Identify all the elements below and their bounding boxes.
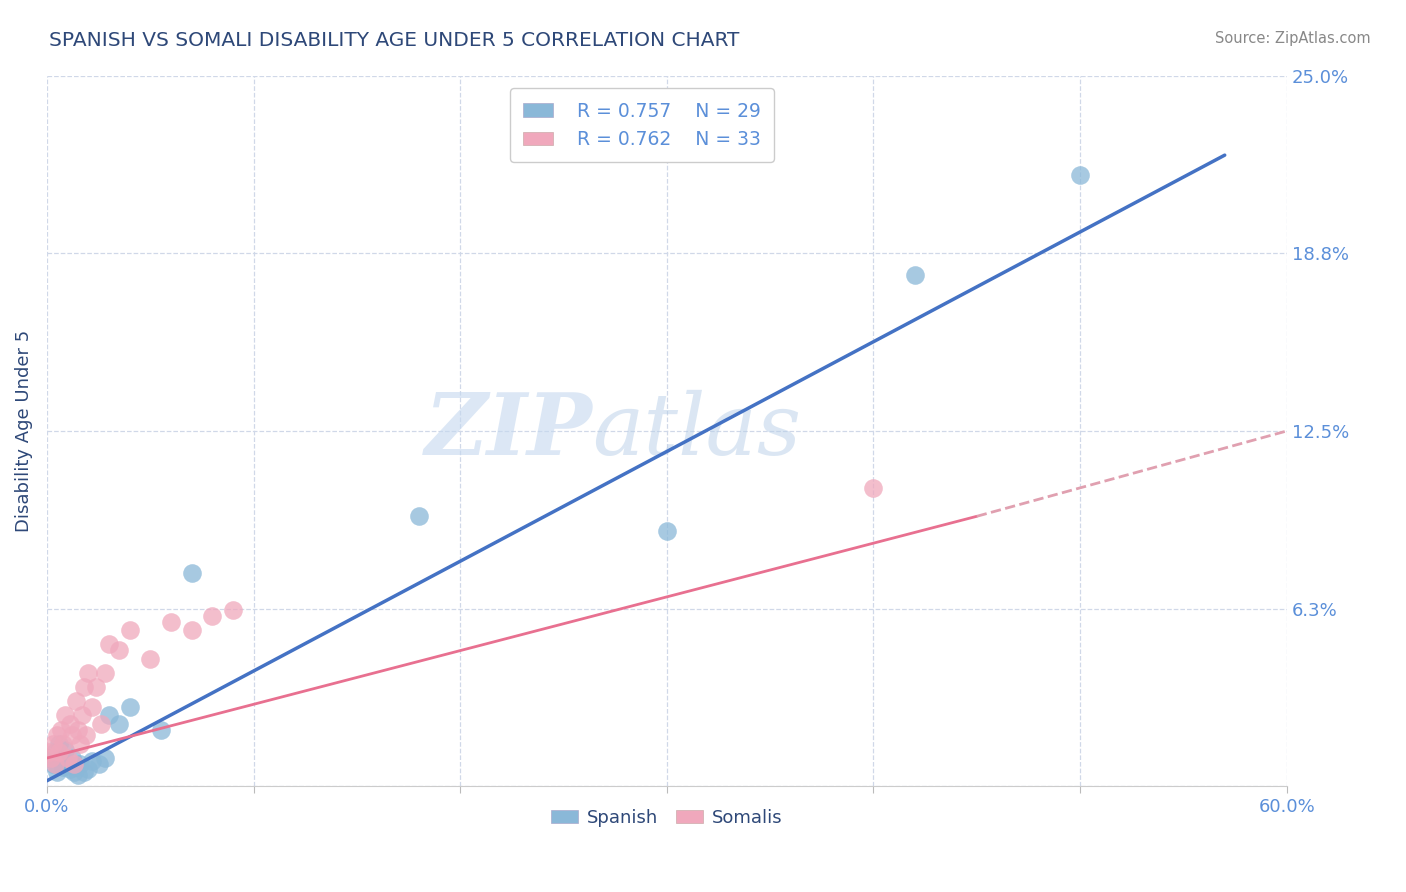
Point [862, 481, 884, 495]
Point [52, 737, 75, 751]
Point [42, 756, 65, 771]
Y-axis label: Disability Age Under 5: Disability Age Under 5 [15, 330, 32, 533]
Point [38, 751, 60, 765]
Point [180, 623, 202, 637]
Point [62, 765, 84, 780]
Point [408, 509, 430, 524]
Point [77, 665, 100, 680]
Point [94, 665, 117, 680]
Point [160, 615, 183, 629]
Point [82, 754, 104, 768]
Point [180, 566, 202, 581]
Point [60, 728, 83, 742]
Point [108, 717, 131, 731]
Point [904, 268, 927, 282]
Point [82, 699, 104, 714]
Point [66, 768, 89, 782]
Point [51, 754, 73, 768]
Point [655, 524, 678, 538]
Point [46, 765, 69, 780]
Point [42, 737, 65, 751]
Point [56, 756, 79, 771]
Point [87, 756, 110, 771]
Point [48, 745, 70, 759]
Point [73, 680, 96, 694]
Point [44, 745, 66, 759]
Point [77, 763, 100, 777]
Point [65, 759, 87, 773]
Point [118, 623, 141, 637]
Point [94, 751, 117, 765]
Legend: Spanish, Somalis: Spanish, Somalis [544, 802, 790, 834]
Point [75, 728, 97, 742]
Point [86, 680, 108, 694]
Point [59, 717, 82, 731]
Point [70, 708, 93, 723]
Point [65, 694, 87, 708]
Point [39, 751, 62, 765]
Text: ZIP: ZIP [425, 389, 592, 473]
Point [59, 763, 82, 777]
Point [69, 756, 91, 771]
Point [118, 699, 141, 714]
Point [62, 756, 84, 771]
Point [1069, 168, 1091, 182]
Point [139, 651, 162, 665]
Text: SPANISH VS SOMALI DISABILITY AGE UNDER 5 CORRELATION CHART: SPANISH VS SOMALI DISABILITY AGE UNDER 5… [49, 31, 740, 50]
Point [48, 737, 70, 751]
Text: Source: ZipAtlas.com: Source: ZipAtlas.com [1215, 31, 1371, 46]
Point [90, 717, 112, 731]
Point [66, 723, 89, 737]
Point [97, 708, 120, 723]
Point [46, 728, 69, 742]
Point [73, 765, 96, 780]
Point [149, 723, 172, 737]
Point [69, 737, 91, 751]
Point [44, 756, 66, 771]
Point [108, 643, 131, 657]
Point [60, 751, 83, 765]
Point [55, 742, 77, 756]
Point [201, 608, 224, 623]
Point [38, 745, 60, 759]
Point [51, 723, 73, 737]
Point [56, 751, 79, 765]
Text: atlas: atlas [592, 390, 801, 473]
Point [55, 708, 77, 723]
Point [52, 759, 75, 773]
Point [97, 637, 120, 651]
Point [222, 603, 245, 617]
